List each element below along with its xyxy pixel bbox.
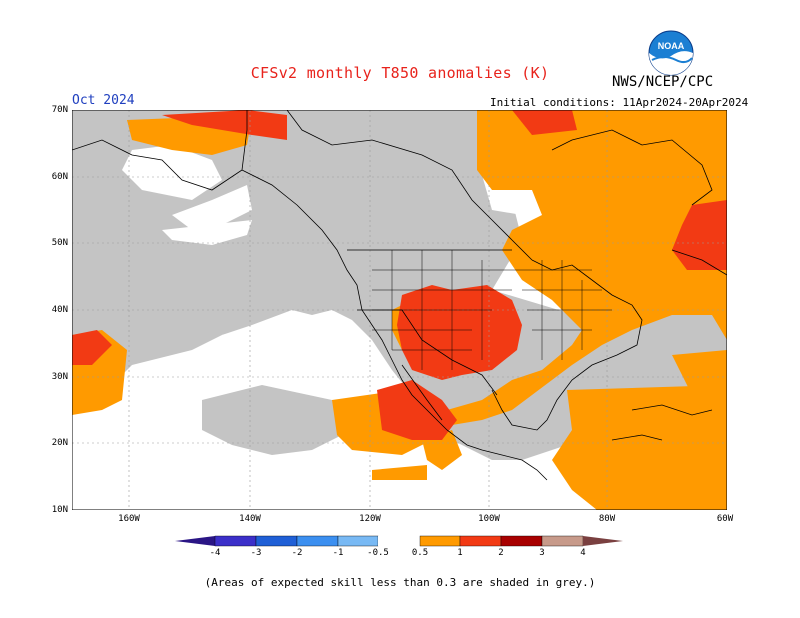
positive-anomaly-red <box>72 110 727 440</box>
positive-anomaly-orange <box>72 110 727 510</box>
lat-label: 10N <box>51 505 68 515</box>
colorbar-label: -0.5 <box>367 548 389 558</box>
lon-label: 100W <box>478 514 500 524</box>
lon-label: 160W <box>118 514 140 524</box>
noaa-logo-text: NOAA <box>658 41 685 51</box>
colorbar-label: 3 <box>539 548 545 558</box>
colorbar-label: -4 <box>209 548 221 558</box>
lon-label: 80W <box>598 514 616 524</box>
colorbar-label: -3 <box>250 548 262 558</box>
agency-label: NWS/NCEP/CPC <box>612 74 714 90</box>
initial-conditions: Initial conditions: 11Apr2024-20Apr2024 <box>490 96 749 109</box>
lat-label: 50N <box>51 238 68 248</box>
lat-label: 70N <box>51 105 68 115</box>
lon-label: 140W <box>239 514 261 524</box>
colorbar-label: 1 <box>457 548 463 558</box>
noaa-logo: NOAA <box>648 30 694 76</box>
lon-label: 60W <box>716 514 734 524</box>
lat-label: 60N <box>51 172 68 182</box>
colorbar-label: 4 <box>580 548 586 558</box>
colorbar-label: 0.5 <box>411 548 429 558</box>
lat-label: 40N <box>51 305 68 315</box>
colorbar-label: 2 <box>498 548 504 558</box>
lon-label: 120W <box>359 514 381 524</box>
forecast-month: Oct 2024 <box>72 93 135 108</box>
state-borders <box>372 250 612 370</box>
anomaly-map <box>72 110 727 510</box>
colorbar-label: -2 <box>291 548 303 558</box>
skill-footnote: (Areas of expected skill less than 0.3 a… <box>204 576 596 589</box>
colorbar-label: -1 <box>332 548 344 558</box>
map-title: CFSv2 monthly T850 anomalies (K) <box>250 64 550 82</box>
anomaly-colorbar <box>175 535 623 547</box>
lat-label: 20N <box>51 438 68 448</box>
lat-label: 30N <box>51 372 68 382</box>
